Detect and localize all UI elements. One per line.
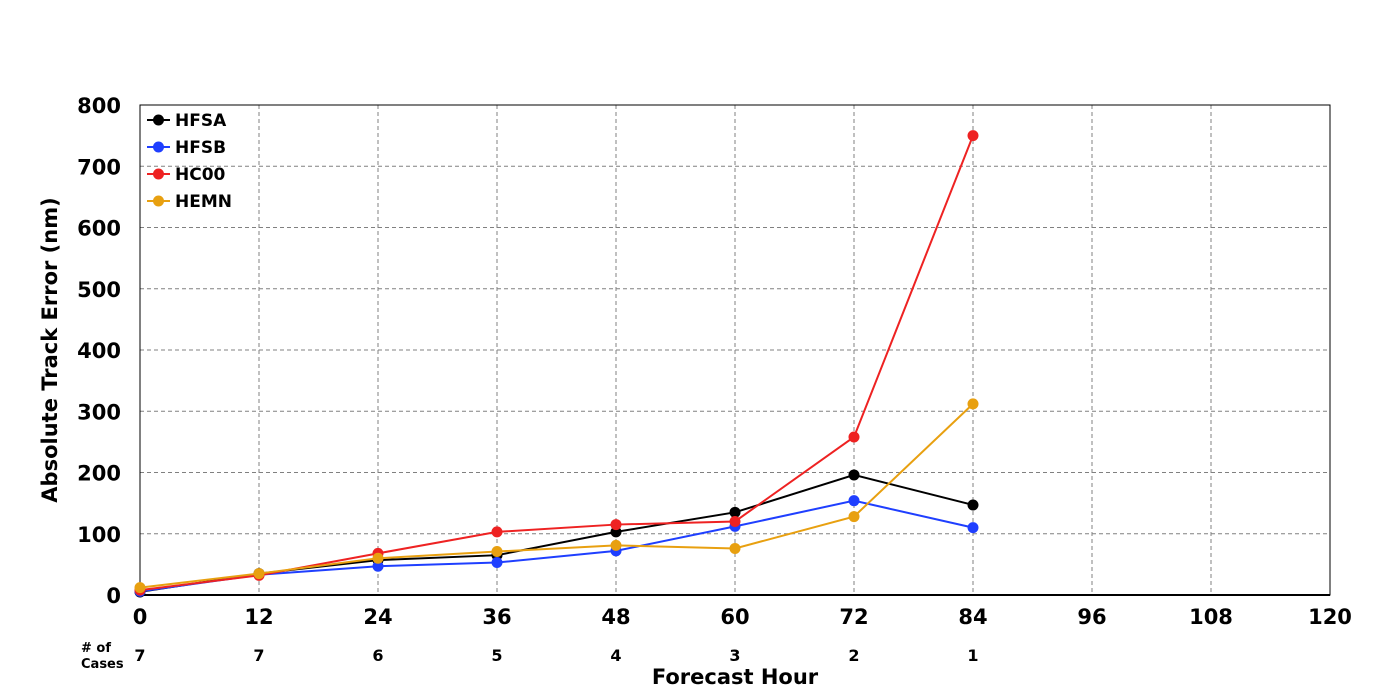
series-hc00 <box>134 130 979 596</box>
series-line-hemn <box>139 403 974 589</box>
legend-entry-hfsb: HFSB <box>147 138 226 158</box>
series-hfsb <box>134 495 979 597</box>
x-tick-label: 120 <box>1308 605 1352 629</box>
legend: HFSA HFSB HC00 HEMN <box>147 111 232 212</box>
cases-row: # of Cases 7 7 6 5 4 3 2 1 <box>81 641 979 672</box>
data-point-hemn <box>134 582 146 594</box>
legend-label: HC00 <box>175 165 226 185</box>
data-point-hc00 <box>967 130 979 142</box>
data-point-hfsa <box>729 506 741 518</box>
axis-ticks: 0 12 24 36 48 60 72 84 96 108 120 0 100 200 300 400 500 6… <box>77 94 1352 629</box>
case-count: 4 <box>610 646 621 665</box>
series-lines <box>134 130 979 598</box>
y-tick-label: 600 <box>77 217 121 241</box>
data-point-hfsb <box>491 557 503 569</box>
legend-entry-hemn: HEMN <box>147 192 232 212</box>
y-tick-label: 0 <box>106 584 121 608</box>
series-hemn <box>134 398 979 594</box>
legend-swatch-marker <box>153 168 164 180</box>
y-axis-title: Absolute Track Error (nm) <box>38 197 62 502</box>
x-tick-label: 72 <box>839 605 868 629</box>
x-tick-label: 96 <box>1077 605 1106 629</box>
y-tick-label: 300 <box>77 400 121 424</box>
data-point-hfsb <box>967 522 979 534</box>
data-point-hfsa <box>967 499 979 511</box>
data-point-hemn <box>967 398 979 410</box>
cases-label-line2: Cases <box>81 657 124 672</box>
x-tick-label: 36 <box>482 605 511 629</box>
case-count: 7 <box>253 646 264 665</box>
series-line-hc00 <box>139 135 974 592</box>
legend-label: HFSB <box>175 138 226 158</box>
case-count: 1 <box>967 646 978 665</box>
case-count: 6 <box>372 646 383 665</box>
legend-swatch-marker <box>153 195 164 207</box>
grid-lines <box>140 105 1330 595</box>
legend-swatch-marker <box>153 114 164 126</box>
data-point-hc00 <box>610 519 622 531</box>
data-point-hemn <box>491 546 503 558</box>
series-line-hfsb <box>139 499 974 593</box>
cases-label-line1: # of <box>81 641 111 656</box>
y-tick-label: 700 <box>77 155 121 179</box>
legend-entry-hc00: HC00 <box>147 165 226 185</box>
x-tick-label: 24 <box>363 605 392 629</box>
data-point-hemn <box>372 552 384 564</box>
y-tick-label: 100 <box>77 523 121 547</box>
case-count: 7 <box>134 646 145 665</box>
data-point-hc00 <box>491 526 503 538</box>
case-count: 2 <box>848 646 859 665</box>
x-tick-label: 0 <box>133 605 148 629</box>
case-count: 5 <box>491 646 502 665</box>
data-point-hemn <box>848 511 860 523</box>
x-tick-label: 108 <box>1189 605 1233 629</box>
x-tick-label: 48 <box>601 605 630 629</box>
x-axis-title: Forecast Hour <box>652 665 819 689</box>
y-tick-label: 400 <box>77 339 121 363</box>
y-tick-label: 500 <box>77 278 121 302</box>
data-point-hemn <box>253 568 265 580</box>
data-point-hfsa <box>848 469 860 481</box>
legend-label: HEMN <box>175 192 232 212</box>
data-point-hemn <box>610 539 622 551</box>
y-tick-label: 800 <box>77 94 121 118</box>
y-tick-label: 200 <box>77 462 121 486</box>
legend-swatch-marker <box>153 141 164 153</box>
x-tick-label: 60 <box>720 605 749 629</box>
data-point-hfsb <box>848 495 860 507</box>
data-point-hc00 <box>729 516 741 527</box>
legend-entry-hfsa: HFSA <box>147 111 227 131</box>
data-point-hemn <box>729 542 741 554</box>
x-tick-label: 84 <box>958 605 987 629</box>
x-tick-label: 12 <box>244 605 273 629</box>
legend-label: HFSA <box>175 111 227 131</box>
data-point-hc00 <box>848 431 860 443</box>
case-count: 3 <box>729 646 740 665</box>
data-point-hfsb <box>372 560 384 572</box>
